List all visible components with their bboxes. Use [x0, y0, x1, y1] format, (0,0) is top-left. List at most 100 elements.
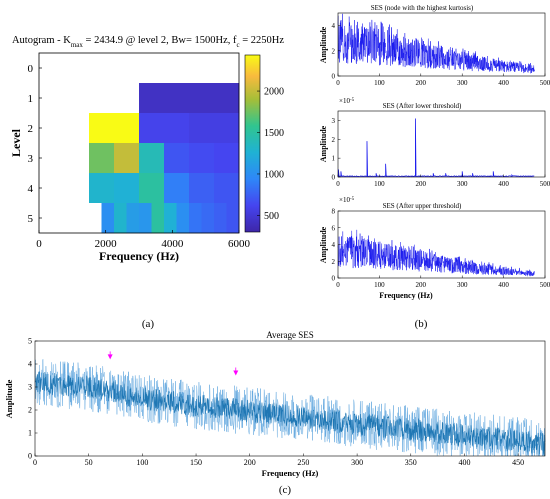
ses-mid-chart: SES (After lower threshold) ×10-5 0 100 20…: [319, 97, 550, 188]
ytick-label: 1: [28, 429, 32, 438]
autogram-cell: [189, 203, 202, 234]
xtick-label: 150: [190, 458, 202, 467]
autogram-cell: [139, 143, 165, 174]
autogram-cell: [226, 203, 240, 234]
xtick-label: 300: [457, 180, 468, 188]
avg-ses-series-line: [34, 370, 546, 456]
autogram-cell: [164, 143, 190, 174]
avg-ses-markers: [107, 351, 239, 376]
autogram-ytick-label: 5: [28, 213, 34, 225]
autogram-cell: [89, 173, 102, 204]
ytick-label: 3: [28, 383, 32, 392]
autogram-cell: [176, 203, 190, 234]
autogram-cell: [89, 203, 102, 234]
autogram-cell: [39, 83, 140, 114]
autogram-cells: [39, 53, 240, 234]
autogram-cell: [201, 173, 215, 204]
xtick-label: 100: [136, 458, 148, 467]
autogram-cell: [189, 173, 202, 204]
ses-top-series-line: [337, 13, 535, 74]
autogram-cell: [76, 203, 90, 234]
autogram-cell: [139, 173, 152, 204]
colorbar-tick-label: 1000: [264, 169, 284, 180]
ytick-label: 5: [28, 337, 32, 346]
autogram-xtick-label: 2000: [95, 238, 118, 250]
ses-mid-series-line: [337, 118, 535, 178]
autogram-cell: [126, 173, 140, 204]
xtick-label: 300: [457, 79, 468, 87]
autogram-cell: [114, 143, 140, 174]
autogram-xlabel: Frequency (Hz): [99, 249, 179, 263]
autogram-cell: [114, 113, 140, 144]
ses-mid-title: SES (After lower threshold): [383, 102, 462, 110]
autogram-xtick-label: 4000: [161, 238, 184, 250]
xtick-label: 200: [416, 79, 427, 87]
autogram-colorbar: [244, 54, 261, 233]
xtick-label: 200: [416, 180, 427, 188]
autogram-cell: [101, 203, 115, 234]
ses-top-title: SES (node with the highest kurtosis): [371, 4, 474, 12]
autogram-cell: [39, 203, 52, 234]
xtick-label: 400: [498, 79, 509, 87]
autogram-cell: [151, 173, 165, 204]
ytick-label: 2: [28, 406, 32, 415]
autogram-cell: [214, 203, 227, 234]
autogram-xtick-label: 0: [36, 238, 42, 250]
ytick-label: 0: [332, 73, 336, 81]
xtick-label: 400: [498, 281, 509, 289]
xtick-label: 100: [374, 79, 385, 87]
autogram-cell: [176, 173, 190, 204]
autogram-cell: [214, 143, 240, 174]
colorbar-tick-label: 2000: [264, 87, 284, 98]
autogram-cell: [139, 113, 165, 144]
ses-bot-xlabel: Frequency (Hz): [379, 291, 433, 300]
avg-ses-ylabel: Amplitude: [4, 379, 14, 418]
panel-b-label: (b): [415, 318, 428, 330]
autogram-cell: [164, 113, 190, 144]
autogram-cell: [139, 203, 152, 234]
autogram-cell: [64, 113, 90, 144]
colorbar-tick-label: 500: [264, 211, 279, 222]
xtick-label: 250: [297, 458, 309, 467]
autogram-cell: [214, 173, 227, 204]
xtick-label: 500: [540, 180, 550, 188]
ses-mid-frame: [337, 110, 546, 178]
avg-ses-marker: [107, 354, 113, 360]
ses-mid-exponent: ×10-5: [339, 97, 355, 105]
ses-bot-series-line: [337, 229, 535, 277]
ytick-label: 4: [28, 360, 32, 369]
xtick-label: 350: [405, 458, 417, 467]
autogram-cell: [76, 173, 90, 204]
autogram-cell: [151, 203, 165, 234]
xtick-label: 400: [458, 458, 470, 467]
xtick-label: 400: [498, 180, 509, 188]
ytick-label: 4: [332, 22, 336, 30]
colorbar-ticks: 2000 1500 1000 500: [257, 87, 284, 222]
avg-ses-title: Average SES: [266, 330, 314, 340]
autogram-cell: [139, 83, 240, 114]
autogram-cell: [39, 143, 65, 174]
avg-ses-marker: [233, 370, 239, 376]
autogram-cell: [39, 53, 240, 84]
autogram-cell: [189, 143, 215, 174]
autogram-cell: [114, 203, 127, 234]
xtick-label: 200: [244, 458, 256, 467]
autogram-ylabel: Level: [9, 128, 23, 157]
xtick-label: 200: [416, 281, 427, 289]
ses-bot-exponent: ×10-5: [339, 196, 355, 204]
ytick-label: 6: [332, 224, 336, 232]
ses-top-ticks: 0 100 200 300 400 500 0 2 4: [332, 22, 550, 87]
ytick-label: 1: [332, 155, 336, 163]
autogram-cell: [101, 173, 115, 204]
autogram-yticks: 0 1 2 3 4 5: [28, 63, 42, 225]
panel-a-label: (a): [142, 318, 155, 330]
avg-ses-ticks: 0 50 100 150 200 250 300 350 400 450 0 1 2 3 4 5: [28, 337, 524, 468]
autogram-title: Autogram - Kmax = 2434.9 @ level 2, Bw= …: [12, 35, 284, 49]
autogram-ytick-label: 3: [28, 153, 34, 165]
avg-ses-frame: [34, 340, 546, 457]
avg-ses-xlabel: Frequency (Hz): [262, 468, 319, 478]
xtick-label: 50: [85, 458, 93, 467]
ses-bot-ylabel: Amplitude: [319, 226, 328, 263]
xtick-label: 0: [336, 281, 340, 289]
